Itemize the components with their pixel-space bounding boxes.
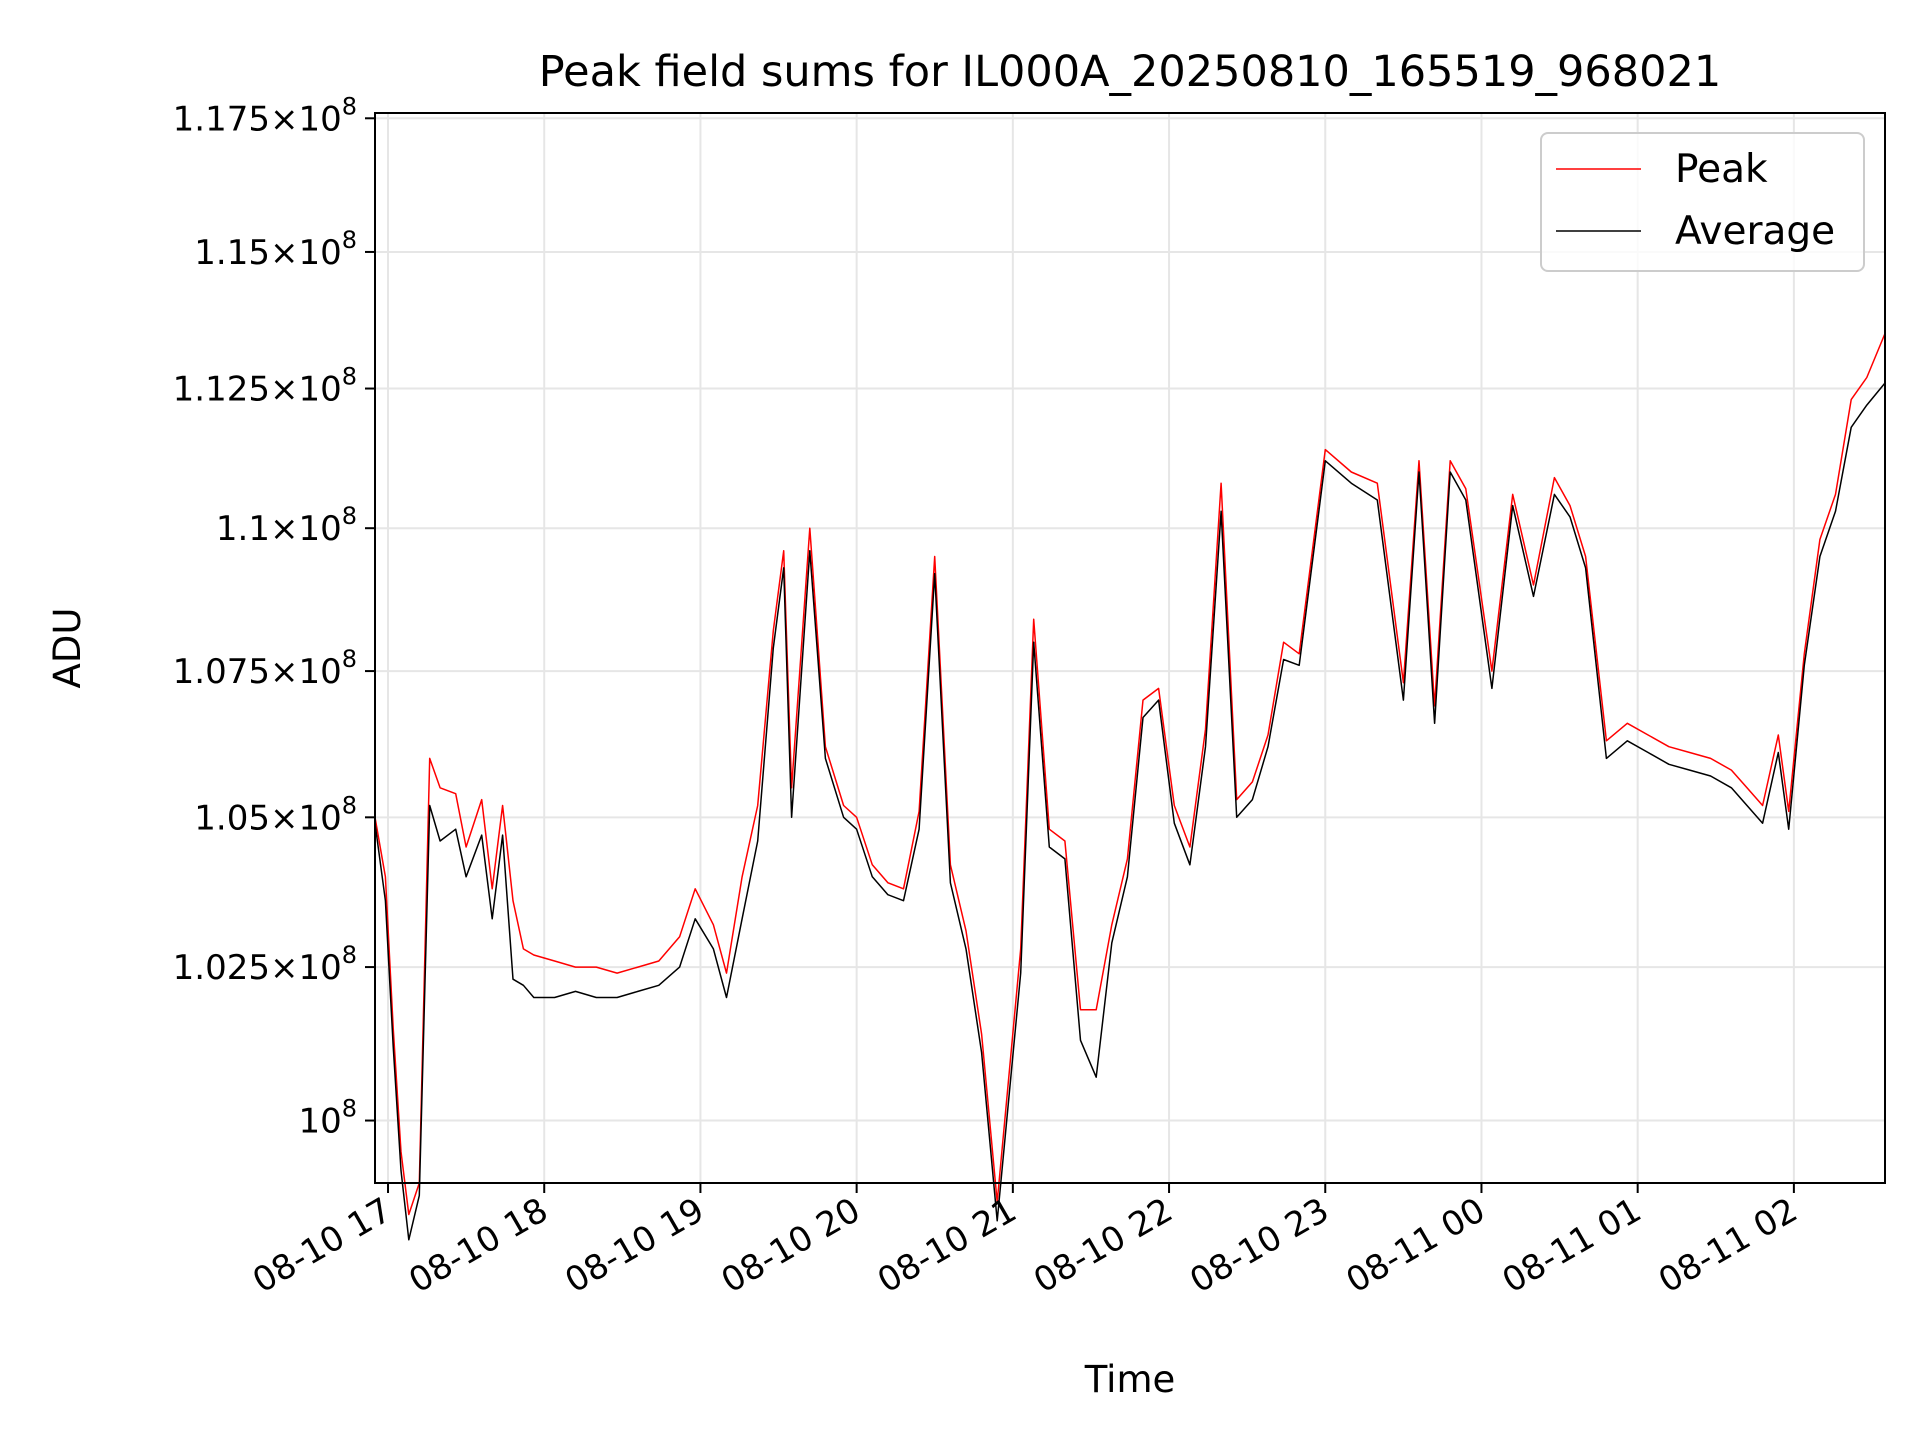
series-line-average [374,382,1886,1241]
y-axis-ticks: 1081.025×1081.05×1081.075×1081.1×1081.12… [173,92,375,1142]
x-axis-label: Time [1084,1358,1176,1401]
legend-box [1540,132,1865,272]
y-axis-label: ADU [46,608,89,689]
y-tick-label: 1.175×108 [173,92,357,139]
y-tick-label: 1.125×108 [173,363,357,410]
plot-frame [374,112,1886,1184]
y-tick-label: 1.025×108 [173,941,357,988]
y-tick-exponent: 8 [342,645,357,673]
y-tick-label: 1.075×108 [173,645,357,692]
y-tick-label: 1.05×108 [194,791,357,838]
y-tick-label: 1.15×108 [194,226,357,273]
grid-lines [375,113,1885,1183]
y-tick-exponent: 8 [342,363,357,391]
y-tick-label: 1.1×108 [216,502,357,549]
y-tick-exponent: 8 [342,791,357,819]
series-layer [374,333,1886,1241]
series-line-peak [374,333,1886,1216]
y-tick-exponent: 8 [342,1095,357,1123]
y-tick-exponent: 8 [342,941,357,969]
legend: Peak Average [1540,132,1865,272]
y-tick-exponent: 8 [342,92,357,120]
chart-title: Peak field sums for IL000A_20250810_1655… [539,47,1721,97]
y-tick-exponent: 8 [342,502,357,530]
y-tick-exponent: 8 [342,226,357,254]
legend-label-peak: Peak [1675,147,1768,192]
legend-label-average: Average [1675,209,1835,254]
